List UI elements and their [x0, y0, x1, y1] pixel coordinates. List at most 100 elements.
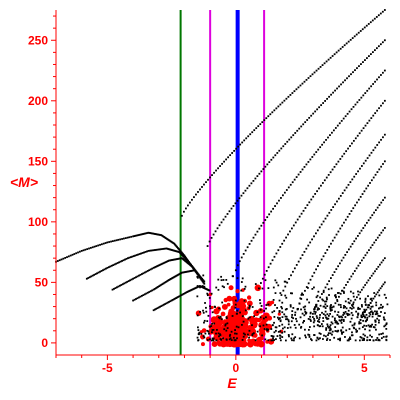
curve-point [210, 236, 213, 239]
scatter-point [224, 324, 227, 327]
scatter-point [350, 317, 353, 320]
scatter-point [211, 311, 214, 314]
scatter-point [273, 321, 275, 324]
black-points [55, 9, 389, 342]
curve-point [206, 245, 209, 247]
curve-point [242, 192, 245, 195]
arc-point [157, 306, 160, 309]
scatter-point [265, 304, 268, 306]
scatter-point [213, 305, 216, 308]
arc-point [150, 249, 152, 252]
curve-point [342, 117, 345, 120]
scatter-point [263, 328, 266, 330]
band-point [273, 315, 276, 318]
scatter-point [202, 335, 205, 338]
x-axis-title: E [227, 375, 237, 391]
scatter-point [342, 306, 345, 309]
band-point [363, 311, 366, 313]
arc-point [170, 240, 173, 243]
curve-point [290, 136, 293, 139]
curve-point [211, 174, 213, 177]
arc-point [188, 270, 191, 273]
curve-point [238, 260, 241, 263]
band-point [370, 325, 373, 328]
curve-point [368, 87, 371, 90]
curve-point [300, 298, 303, 300]
arc-point [161, 304, 164, 307]
curve-point [382, 229, 384, 232]
band-point [358, 308, 361, 310]
curve-point [267, 115, 270, 118]
scatter-point [281, 336, 284, 338]
scatter-point [331, 306, 333, 309]
curve-point [370, 151, 373, 154]
scatter-point [361, 326, 364, 329]
curve-point [299, 171, 302, 173]
scatter-point [240, 289, 243, 292]
red-point [221, 330, 225, 334]
red-point [228, 322, 233, 328]
scatter-point [377, 314, 380, 317]
arc-point [148, 291, 151, 293]
band-point [374, 310, 376, 313]
curve-point [271, 111, 274, 114]
curve-point [345, 150, 348, 153]
curve-point [220, 221, 223, 224]
curve-point [365, 221, 368, 224]
scatter-point [206, 292, 209, 295]
scatter-point [348, 302, 351, 305]
scatter-point [202, 274, 205, 277]
arc-point [133, 235, 136, 238]
curve-point [300, 125, 303, 128]
arc-point [177, 250, 180, 253]
scatter-point [228, 335, 231, 337]
curve-point [307, 282, 310, 285]
scatter-point [358, 327, 361, 330]
curve-point [224, 215, 227, 218]
scatter-point [225, 317, 228, 319]
scatter-point [234, 329, 236, 331]
band-point [345, 329, 348, 332]
arc-point [153, 288, 156, 290]
arc-point [128, 236, 131, 239]
arc-point [174, 258, 177, 261]
arc-point [135, 254, 138, 256]
arc-point [153, 232, 155, 235]
band-point [348, 328, 351, 330]
curve-point [268, 213, 271, 216]
curve-point [364, 254, 367, 257]
scatter-point [283, 330, 286, 333]
scatter-point [316, 294, 319, 297]
curve-point [355, 33, 358, 36]
arc-point [100, 270, 103, 272]
scatter-point [330, 304, 332, 306]
curve-point [296, 129, 299, 132]
arc-point [146, 270, 149, 272]
arc-point [102, 242, 105, 245]
band-point [296, 308, 299, 311]
scatter-point [249, 305, 251, 308]
curve-point [317, 265, 319, 267]
curve-point [226, 213, 229, 215]
scatter-point [291, 339, 293, 342]
band-point [291, 310, 294, 313]
curve-point [383, 196, 386, 199]
curve-point [345, 284, 347, 286]
scatter-point [233, 339, 236, 342]
arc-point [132, 255, 135, 257]
curve-point [307, 244, 310, 247]
curve-point [340, 83, 342, 86]
band-point [364, 303, 367, 306]
curve-point [366, 251, 369, 254]
curve-point [215, 169, 217, 172]
curve-point [354, 137, 357, 140]
scatter-point [282, 327, 284, 330]
curve-point [349, 245, 352, 248]
arc-point [169, 259, 172, 262]
arc-point [171, 299, 174, 301]
scatter-point [313, 334, 316, 336]
arc-point [155, 233, 158, 236]
arc-point [173, 258, 176, 261]
band-point [369, 324, 372, 327]
band-point [329, 309, 332, 312]
